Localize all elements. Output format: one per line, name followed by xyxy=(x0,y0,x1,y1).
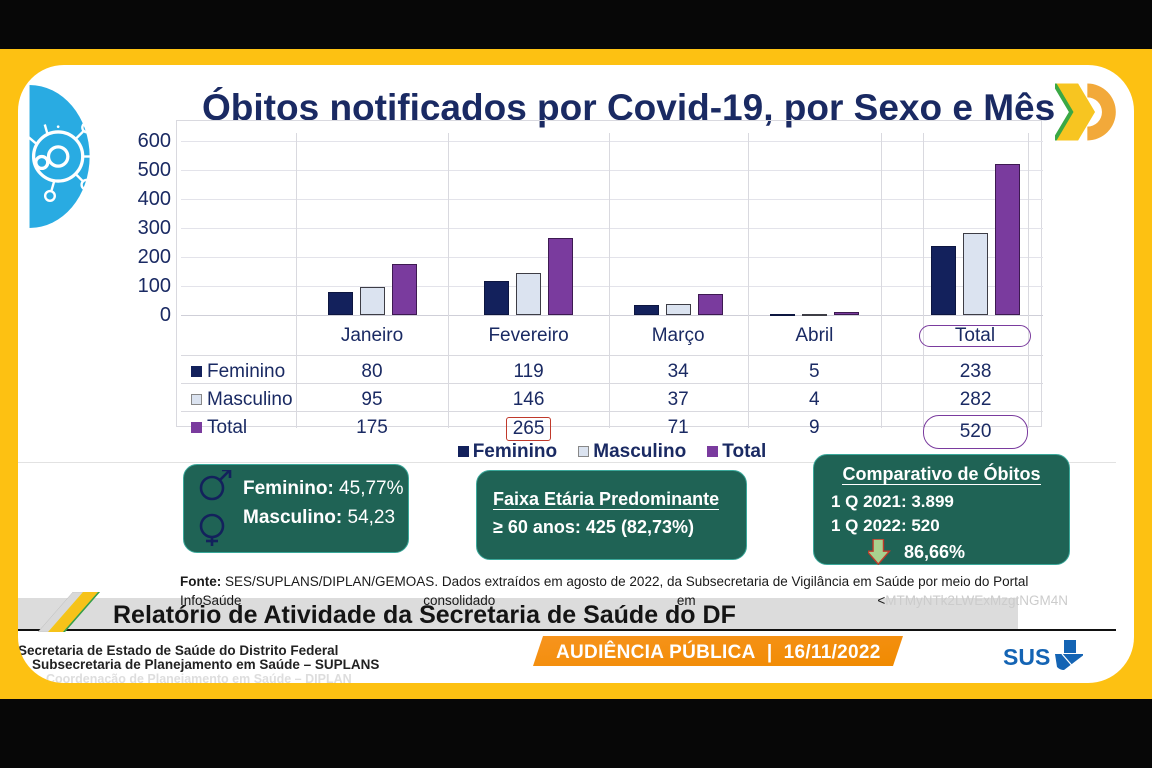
svg-text:SUS: SUS xyxy=(1003,644,1050,670)
